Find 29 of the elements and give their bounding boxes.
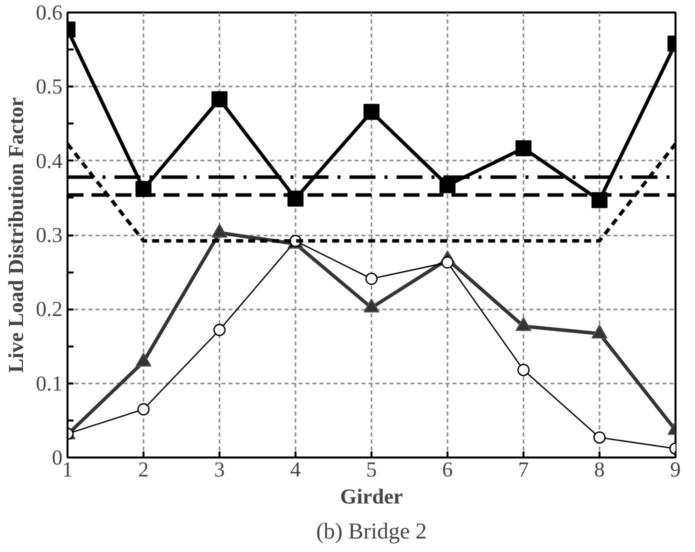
x-tick-label: 5 (366, 458, 377, 482)
point (137, 403, 150, 416)
y-axis-title: Live Load Distribution Factor (4, 96, 28, 373)
point (441, 256, 454, 269)
x-tick-label: 3 (214, 458, 225, 482)
point (440, 177, 456, 194)
point (212, 91, 228, 108)
x-tick-label: 9 (670, 458, 681, 482)
y-tick-label: 0.3 (36, 223, 63, 247)
x-tick-label: 2 (138, 458, 149, 482)
x-tick-label: 4 (290, 458, 302, 482)
y-tick-label: 0.1 (36, 371, 63, 396)
point (213, 324, 226, 336)
x-axis-title: Girder (340, 484, 404, 508)
point (365, 272, 378, 285)
y-tick-label: 0 (52, 446, 63, 470)
point (516, 140, 532, 156)
point (364, 104, 380, 120)
x-tick-label: 6 (442, 458, 454, 482)
x-tick-label: 1 (62, 458, 73, 482)
y-tick-label: 0.5 (36, 74, 63, 99)
y-tick-label: 0.4 (36, 148, 63, 173)
text: (b) Bridge 2 (316, 518, 427, 544)
y-tick-label: 0.6 (36, 0, 63, 24)
y-tick-label: 0.2 (36, 297, 63, 322)
x-tick-label: 7 (518, 458, 530, 482)
point (517, 364, 530, 376)
point (593, 431, 606, 444)
x-tick-label: 8 (594, 458, 605, 482)
